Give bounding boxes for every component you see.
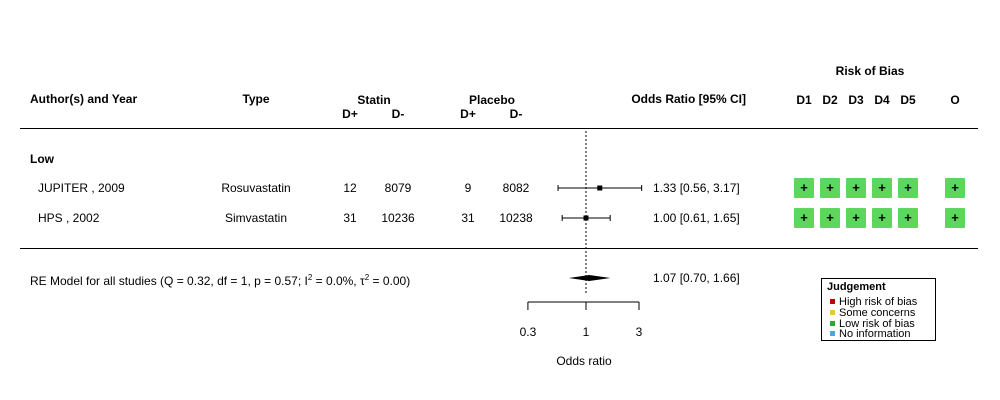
summary-rule (20, 248, 978, 249)
x-axis-label: Odds ratio (556, 354, 612, 368)
rob-symbol: + (852, 180, 860, 195)
summary-label: RE Model for all studies (Q = 0.32, df =… (30, 273, 411, 288)
domain-header-d2: D2 (822, 93, 838, 107)
legend-item-some: Some concerns (830, 308, 915, 319)
legend-swatch-none (830, 331, 835, 336)
header-statin-dminus: D- (391, 107, 405, 121)
header-odds-ratio: Odds Ratio [95% CI] (631, 92, 746, 106)
study-or-text: 1.33 [0.56, 3.17] (653, 181, 740, 195)
domain-header-o: O (950, 93, 960, 107)
study-statin-dplus: 31 (343, 211, 357, 225)
x-tick-label: 3 (635, 325, 643, 339)
legend-swatch-some (830, 310, 835, 315)
legend-item-high: High risk of bias (830, 297, 917, 308)
rob-symbol: + (800, 180, 808, 195)
summary-or-text: 1.07 [0.70, 1.66] (653, 271, 740, 285)
study-statin-dminus: 10236 (381, 211, 415, 225)
domain-header-d1: D1 (796, 93, 812, 107)
rob-symbol: + (878, 210, 886, 225)
header-placebo-dminus: D- (509, 107, 523, 121)
header-risk-of-bias: Risk of Bias (835, 64, 905, 78)
rob-box-d4: + (872, 178, 892, 198)
legend-swatch-low (830, 321, 835, 326)
rob-box-d1: + (794, 208, 814, 228)
header-statin: Statin (357, 93, 391, 107)
rob-box-d2: + (820, 178, 840, 198)
header-placebo-dplus: D+ (460, 107, 476, 121)
domain-header-d4: D4 (874, 93, 890, 107)
rob-box-d5: + (898, 178, 918, 198)
study-drug: Simvastatin (224, 211, 288, 225)
study-placebo-dminus: 8082 (502, 181, 530, 195)
study-author: JUPITER , 2009 (38, 181, 125, 195)
rob-symbol: + (951, 180, 959, 195)
header-placebo: Placebo (468, 93, 516, 107)
rob-box-d3: + (846, 178, 866, 198)
x-tick-label: 1 (582, 325, 590, 339)
rob-symbol: + (878, 180, 886, 195)
legend-swatch-high (830, 299, 835, 304)
study-placebo-dminus: 10238 (499, 211, 533, 225)
study-statin-dminus: 8079 (384, 181, 412, 195)
rob-symbol: + (904, 210, 912, 225)
summary-diamond (568, 275, 611, 281)
legend-item-low: Low risk of bias (830, 319, 915, 330)
header-statin-dplus: D+ (342, 107, 358, 121)
rob-box-d2: + (820, 208, 840, 228)
rob-box-d4: + (872, 208, 892, 228)
rob-symbol: + (951, 210, 959, 225)
header-rule (20, 128, 978, 129)
study-author: HPS , 2002 (38, 211, 100, 225)
rob-box-d1: + (794, 178, 814, 198)
rob-symbol: + (826, 210, 834, 225)
header-author: Author(s) and Year (30, 92, 138, 106)
rob-symbol: + (826, 180, 834, 195)
x-tick-label: 0.3 (519, 325, 537, 339)
rob-box-d3: + (846, 208, 866, 228)
rob-symbol: + (904, 180, 912, 195)
study-point (583, 215, 589, 221)
header-type: Type (242, 92, 270, 106)
legend-item-none: No information (830, 329, 911, 340)
study-placebo-dplus: 31 (461, 211, 475, 225)
rob-symbol: + (852, 210, 860, 225)
rob-box-d5: + (898, 208, 918, 228)
rob-box-o: + (945, 208, 965, 228)
group-label: Low (30, 152, 54, 166)
study-point (597, 185, 603, 191)
rob-symbol: + (800, 210, 808, 225)
legend-title: Judgement (827, 281, 886, 293)
legend: Judgement High risk of bias Some concern… (821, 278, 936, 341)
domain-header-d5: D5 (900, 93, 916, 107)
study-drug: Rosuvastatin (221, 181, 291, 195)
domain-header-d3: D3 (848, 93, 864, 107)
rob-box-o: + (945, 178, 965, 198)
study-statin-dplus: 12 (343, 181, 357, 195)
study-placebo-dplus: 9 (464, 181, 472, 195)
study-or-text: 1.00 [0.61, 1.65] (653, 211, 740, 225)
